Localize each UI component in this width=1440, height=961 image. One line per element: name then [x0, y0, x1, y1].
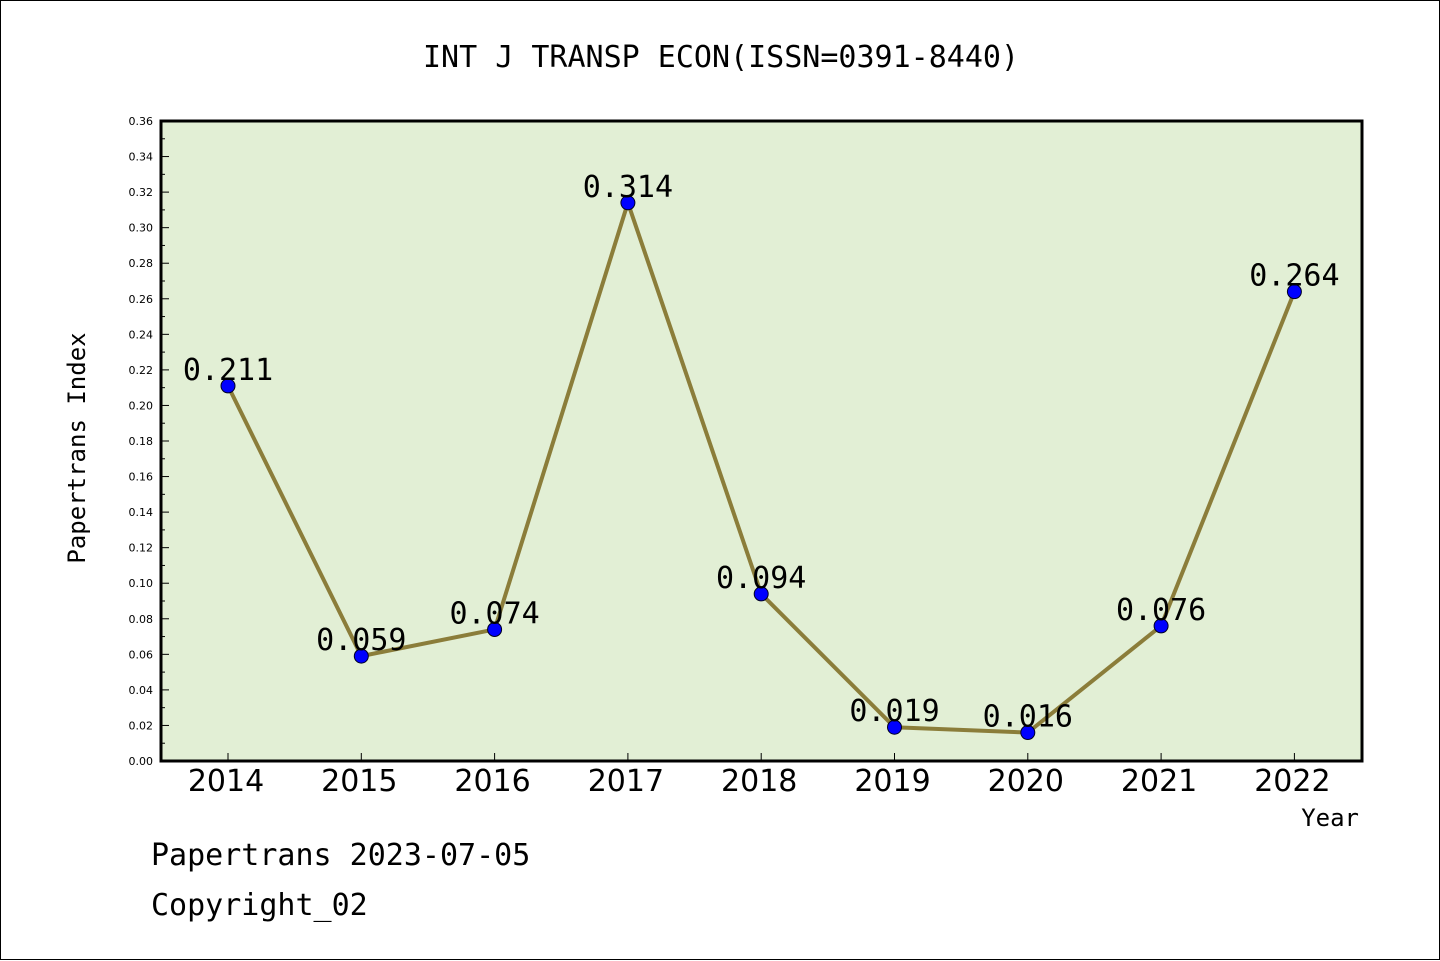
x-axis-label: Year	[1301, 804, 1359, 832]
x-tick-label: 2014	[188, 764, 264, 799]
x-tick-label: 2018	[721, 764, 797, 799]
data-point	[1153, 618, 1169, 634]
data-point	[1286, 284, 1302, 300]
y-tick-label: 0.22	[129, 364, 154, 377]
data-point	[353, 648, 369, 664]
x-tick-label: 2016	[454, 764, 530, 799]
chart-title: INT J TRANSP ECON(ISSN=0391-8440)	[423, 40, 1019, 75]
x-tick-label: 2019	[854, 764, 930, 799]
plot-area	[159, 119, 1364, 763]
y-tick-label: 0.30	[129, 222, 154, 235]
data-label: 0.264	[1249, 259, 1339, 294]
data-point	[487, 621, 503, 637]
data-label: 0.059	[316, 623, 406, 658]
data-labels: 0.211 0.059 0.074 0.314 0.094 0.019 0.016 0.076…	[183, 170, 1340, 735]
data-point	[620, 195, 636, 211]
x-tick-label: 2015	[321, 764, 397, 799]
data-point	[753, 586, 769, 602]
y-tick-label: 0.00	[129, 755, 154, 768]
y-tick-label: 0.24	[129, 328, 154, 341]
x-tick-label: 2017	[588, 764, 664, 799]
x-axis: 2014 2015 2016 2017 2018 2019 2020 2021 2022	[188, 753, 1331, 799]
y-tick-label: 0.20	[129, 399, 154, 412]
series-line-group	[220, 195, 1302, 741]
x-tick-label: 2021	[1121, 764, 1197, 799]
data-point	[887, 719, 902, 735]
data-label: 0.076	[1116, 593, 1206, 628]
y-tick-label: 0.28	[129, 257, 154, 270]
y-tick-label: 0.26	[129, 293, 154, 306]
y-axis: 0.00 0.02 0.04 0.06 0.08 0.10 0.12 0.14 0.16 0.18…	[129, 115, 169, 768]
data-point	[1020, 725, 1036, 741]
y-tick-label: 0.12	[129, 542, 154, 555]
data-point	[220, 378, 236, 394]
y-tick-label: 0.04	[129, 684, 154, 697]
y-tick-label: 0.18	[129, 435, 154, 448]
data-label: 0.211	[183, 353, 273, 388]
footer-date: Papertrans 2023-07-05	[151, 838, 530, 873]
y-axis-label: Papertrans Index	[63, 332, 91, 563]
y-tick-label: 0.34	[129, 151, 154, 164]
y-tick-label: 0.02	[129, 719, 154, 732]
data-label: 0.094	[716, 561, 806, 596]
data-label: 0.314	[583, 170, 673, 205]
y-tick-label: 0.08	[129, 613, 154, 626]
y-tick-label: 0.36	[129, 115, 154, 128]
y-tick-label: 0.32	[129, 186, 154, 199]
y-tick-label: 0.10	[129, 577, 154, 590]
data-label: 0.016	[983, 700, 1073, 735]
y-tick-label: 0.14	[129, 506, 154, 519]
data-label: 0.074	[449, 596, 539, 631]
x-tick-label: 2022	[1254, 764, 1330, 799]
y-tick-label: 0.06	[129, 648, 154, 661]
footer-copyright: Copyright_02	[151, 888, 368, 923]
data-label: 0.019	[849, 694, 939, 729]
y-tick-label: 0.16	[129, 471, 154, 484]
x-tick-label: 2020	[988, 764, 1064, 799]
